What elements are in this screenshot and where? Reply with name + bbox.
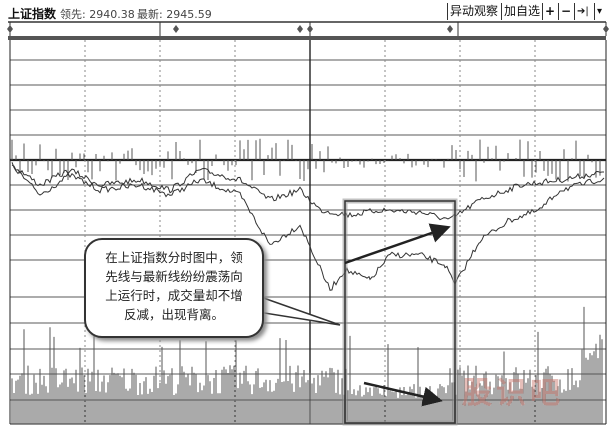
volume-down-arrow-icon: [363, 381, 443, 407]
jump-end-button[interactable]: ➔|: [574, 3, 591, 20]
leading-value: 领先: 2940.38: [60, 8, 135, 21]
annotation-line: 在上证指数分时图中，领: [105, 250, 243, 265]
time-axis-strip: [8, 36, 606, 40]
time-marker-icon: [297, 25, 303, 33]
time-marker-icon: [603, 25, 609, 33]
annotation-callout: 在上证指数分时图中，领 先线与最新线纷纷震荡向 上运行时，成交量却不增 反减，出…: [84, 238, 264, 338]
chart-header: 上证指数 领先: 2940.38 最新: 2945.59 异动观察 加自选 + …: [0, 0, 612, 22]
anomaly-watch-button[interactable]: 异动观察: [447, 3, 500, 20]
time-marker-icon: [173, 25, 179, 33]
time-marker-icon: [307, 25, 313, 33]
add-watchlist-button[interactable]: 加自选: [501, 3, 542, 20]
annotation-line: 上运行时，成交量却不增: [105, 288, 243, 303]
leading-line: [11, 164, 604, 221]
latest-value: 最新: 2945.59: [137, 8, 212, 21]
time-marker-icon: [447, 25, 453, 33]
annotation-line: 反减，出现背离。: [123, 307, 224, 322]
index-title: 上证指数: [8, 7, 57, 21]
annotation-line: 先线与最新线纷纷震荡向: [105, 269, 243, 284]
time-marker-icon: [7, 25, 13, 33]
latest-line: [11, 162, 605, 291]
price-up-arrow-icon: [344, 223, 451, 265]
watermark: 股识吧: [462, 376, 564, 411]
callout-pointer: [254, 293, 341, 326]
zoom-in-button[interactable]: +: [542, 3, 557, 20]
highlight-box: [344, 200, 456, 424]
dropdown-button[interactable]: ▾: [594, 3, 604, 20]
zoom-out-button[interactable]: −: [558, 3, 573, 20]
